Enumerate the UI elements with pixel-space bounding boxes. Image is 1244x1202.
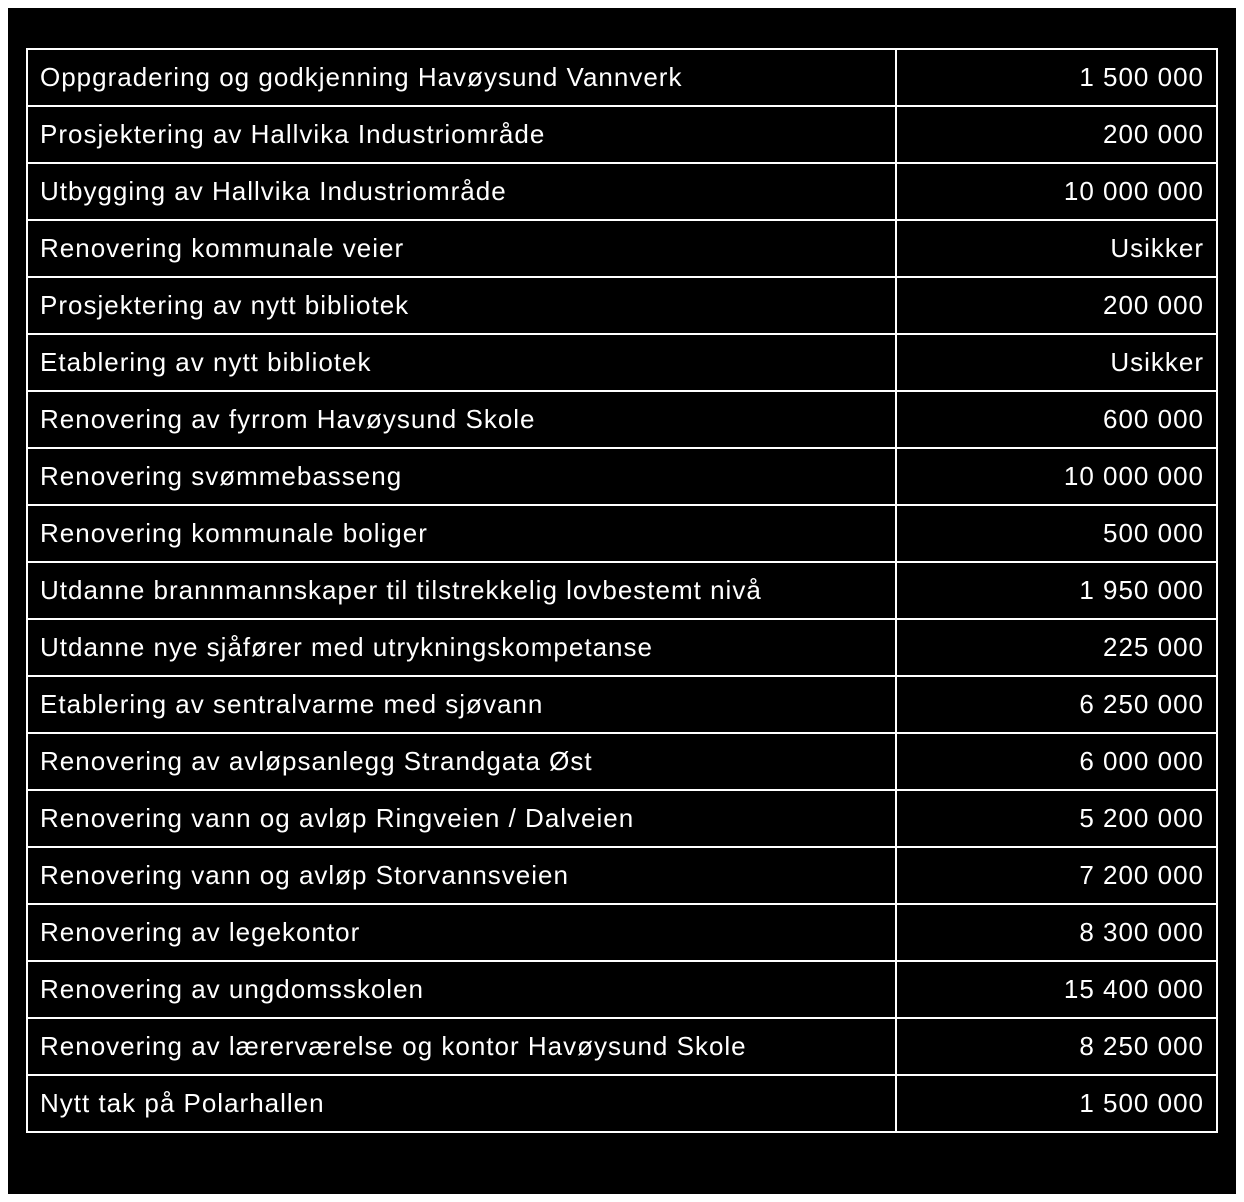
value-cell: 225 000 [896, 619, 1217, 676]
table-row: Etablering av sentralvarme med sjøvann6 … [27, 676, 1217, 733]
value-cell: 200 000 [896, 106, 1217, 163]
value-cell: 1 500 000 [896, 1075, 1217, 1132]
table-container: Oppgradering og godkjenning Havøysund Va… [8, 8, 1236, 1194]
table-row: Renovering vann og avløp Storvannsveien7… [27, 847, 1217, 904]
table-row: Nytt tak på Polarhallen1 500 000 [27, 1075, 1217, 1132]
value-cell: 6 250 000 [896, 676, 1217, 733]
table-row: Renovering av legekontor8 300 000 [27, 904, 1217, 961]
table-row: Utdanne brannmannskaper til tilstrekkeli… [27, 562, 1217, 619]
description-cell: Etablering av nytt bibliotek [27, 334, 896, 391]
description-cell: Renovering av fyrrom Havøysund Skole [27, 391, 896, 448]
value-cell: 7 200 000 [896, 847, 1217, 904]
value-cell: 500 000 [896, 505, 1217, 562]
description-cell: Utbygging av Hallvika Industriområde [27, 163, 896, 220]
description-cell: Oppgradering og godkjenning Havøysund Va… [27, 49, 896, 106]
value-cell: Usikker [896, 220, 1217, 277]
description-cell: Renovering kommunale boliger [27, 505, 896, 562]
table-row: Renovering av ungdomsskolen15 400 000 [27, 961, 1217, 1018]
table-row: Renovering av avløpsanlegg Strandgata Øs… [27, 733, 1217, 790]
description-cell: Utdanne nye sjåfører med utrykningskompe… [27, 619, 896, 676]
description-cell: Prosjektering av nytt bibliotek [27, 277, 896, 334]
value-cell: 8 300 000 [896, 904, 1217, 961]
description-cell: Renovering svømmebasseng [27, 448, 896, 505]
value-cell: 6 000 000 [896, 733, 1217, 790]
table-row: Oppgradering og godkjenning Havøysund Va… [27, 49, 1217, 106]
value-cell: Usikker [896, 334, 1217, 391]
description-cell: Utdanne brannmannskaper til tilstrekkeli… [27, 562, 896, 619]
description-cell: Renovering vann og avløp Ringveien / Dal… [27, 790, 896, 847]
value-cell: 10 000 000 [896, 163, 1217, 220]
description-cell: Renovering av legekontor [27, 904, 896, 961]
description-cell: Renovering av ungdomsskolen [27, 961, 896, 1018]
table-row: Utdanne nye sjåfører med utrykningskompe… [27, 619, 1217, 676]
table-row: Renovering av fyrrom Havøysund Skole600 … [27, 391, 1217, 448]
description-cell: Renovering av avløpsanlegg Strandgata Øs… [27, 733, 896, 790]
table-row: Renovering kommunale veierUsikker [27, 220, 1217, 277]
value-cell: 5 200 000 [896, 790, 1217, 847]
value-cell: 15 400 000 [896, 961, 1217, 1018]
value-cell: 1 500 000 [896, 49, 1217, 106]
table-row: Prosjektering av Hallvika Industriområde… [27, 106, 1217, 163]
table-row: Utbygging av Hallvika Industriområde10 0… [27, 163, 1217, 220]
description-cell: Nytt tak på Polarhallen [27, 1075, 896, 1132]
value-cell: 8 250 000 [896, 1018, 1217, 1075]
value-cell: 1 950 000 [896, 562, 1217, 619]
description-cell: Renovering kommunale veier [27, 220, 896, 277]
value-cell: 600 000 [896, 391, 1217, 448]
value-cell: 10 000 000 [896, 448, 1217, 505]
description-cell: Prosjektering av Hallvika Industriområde [27, 106, 896, 163]
table-row: Prosjektering av nytt bibliotek200 000 [27, 277, 1217, 334]
table-row: Renovering svømmebasseng10 000 000 [27, 448, 1217, 505]
description-cell: Renovering vann og avløp Storvannsveien [27, 847, 896, 904]
budget-table: Oppgradering og godkjenning Havøysund Va… [26, 48, 1218, 1133]
table-row: Renovering av lærerværelse og kontor Hav… [27, 1018, 1217, 1075]
table-row: Renovering kommunale boliger500 000 [27, 505, 1217, 562]
table-row: Etablering av nytt bibliotekUsikker [27, 334, 1217, 391]
value-cell: 200 000 [896, 277, 1217, 334]
table-row: Renovering vann og avløp Ringveien / Dal… [27, 790, 1217, 847]
description-cell: Etablering av sentralvarme med sjøvann [27, 676, 896, 733]
description-cell: Renovering av lærerværelse og kontor Hav… [27, 1018, 896, 1075]
